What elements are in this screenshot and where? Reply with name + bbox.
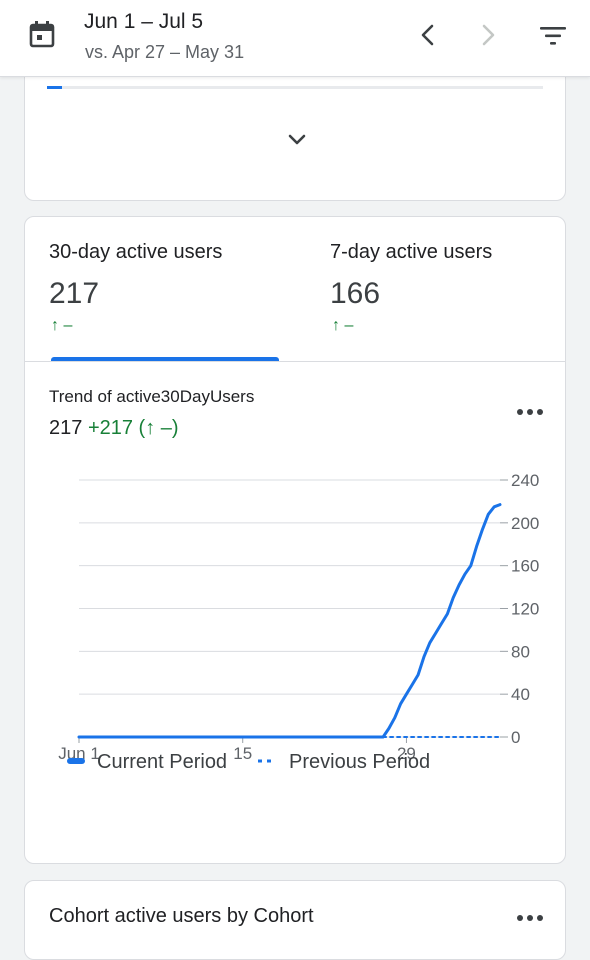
filter-icon[interactable]	[539, 24, 567, 48]
y-tick-label: 200	[511, 514, 539, 533]
cohort-card: Cohort active users by Cohort	[24, 880, 566, 960]
trend-line-chart: 240 200 160 120 80 40 0 Jun 1 15 29 Current Period…	[58, 471, 539, 773]
current-period-line	[77, 503, 502, 739]
trend-value-row: 217 +217 (↑ –)	[49, 417, 179, 440]
y-tick-label: 160	[511, 557, 539, 576]
chevron-left-icon[interactable]	[416, 22, 440, 48]
metric-change: ↑ –	[51, 317, 73, 334]
trend-title: Trend of active30DayUsers	[49, 387, 255, 406]
y-tick-label: 0	[511, 728, 520, 747]
y-tick-label: 80	[511, 642, 530, 661]
active-users-card: 30-day active users 217 ↑ – 7-day active…	[24, 216, 566, 864]
metric-value: 217	[49, 277, 100, 310]
metric-tab-30-day[interactable]: 30-day active users 217 ↑ –	[25, 217, 305, 361]
x-tick-label: 15	[233, 744, 252, 763]
legend-label-current: Current Period	[97, 751, 227, 773]
cohort-card-title: Cohort active users by Cohort	[49, 905, 314, 927]
scroll-progress-track	[47, 86, 543, 89]
x-tick-label: 29	[397, 744, 416, 763]
y-tick-label: 120	[511, 600, 539, 619]
selected-tab-indicator	[51, 357, 279, 361]
y-tick-label: 240	[511, 471, 539, 490]
metric-change: ↑ –	[332, 317, 354, 334]
chevron-down-icon[interactable]	[285, 131, 309, 149]
x-tick-label: Jun 1	[58, 744, 100, 763]
compare-range-label[interactable]: vs. Apr 27 – May 31	[85, 42, 245, 62]
date-range-header: Jun 1 – Jul 5 vs. Apr 27 – May 31	[0, 0, 590, 77]
top-card	[24, 60, 566, 201]
y-tick-label: 40	[511, 685, 530, 704]
metric-label: 30-day active users	[49, 241, 223, 263]
more-horizontal-icon[interactable]	[515, 911, 545, 925]
metric-tab-7-day[interactable]: 7-day active users 166 ↑ –	[306, 217, 565, 361]
chevron-right-icon	[482, 24, 495, 46]
calendar-icon[interactable]	[29, 20, 55, 48]
tab-divider	[25, 361, 565, 362]
metric-value: 166	[330, 277, 381, 310]
trend-delta: +217 (↑ –)	[87, 417, 179, 439]
more-horizontal-icon[interactable]	[515, 405, 545, 419]
legend-label-previous: Previous Period	[289, 751, 430, 773]
legend-swatch-current	[67, 758, 85, 764]
date-range-label[interactable]: Jun 1 – Jul 5	[84, 10, 204, 33]
scroll-progress-fill	[47, 86, 62, 89]
metric-label: 7-day active users	[330, 241, 493, 263]
trend-value: 217	[49, 417, 83, 439]
